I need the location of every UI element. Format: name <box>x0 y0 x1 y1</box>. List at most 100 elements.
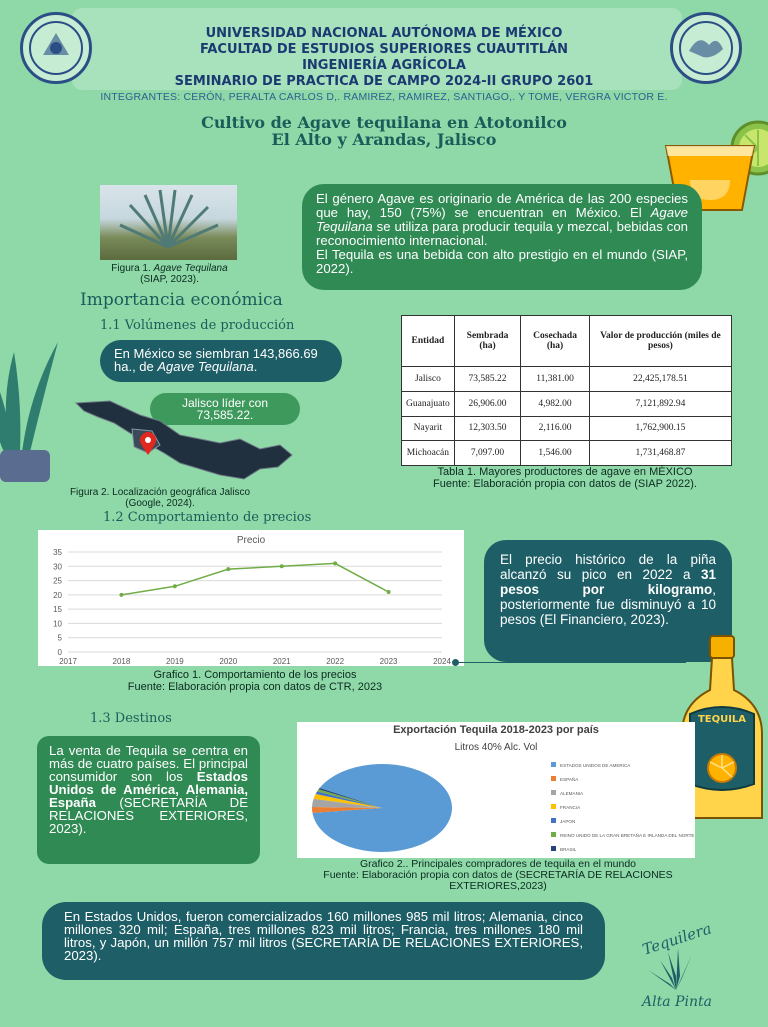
subsection-precios: 1.2 Comportamiento de precios <box>103 510 312 525</box>
x-tick-label: 2017 <box>59 657 77 666</box>
y-tick-label: 25 <box>53 577 62 586</box>
location-pin-icon <box>138 432 158 456</box>
table-cell: 7,097.00 <box>453 440 522 466</box>
price-chart-plot: 0 5 10 15 20 25 30 35 2017 2018 2019 2020 2021 2022 20… <box>53 548 451 666</box>
pie-slice <box>315 791 382 808</box>
x-tick-label: 2022 <box>326 657 344 666</box>
figure1-caption: Figura 1. Agave Tequilana (SIAP, 2023). <box>111 263 228 285</box>
x-tick-label: 2023 <box>380 657 398 666</box>
legend-label: JAPON <box>560 819 575 824</box>
production-table: Entidad Sembrada (ha) Cosechada (ha) Val… <box>401 315 733 466</box>
table-cell: Michoacán <box>401 440 455 466</box>
header-program: INGENIERÍA AGRÍCOLA <box>302 58 466 73</box>
y-tick-label: 35 <box>53 548 62 557</box>
price-series-line <box>121 562 389 596</box>
poster-title-line2: El Alto y Arandas, Jalisco <box>271 130 497 149</box>
legend-swatch <box>551 790 556 795</box>
x-tick-label: 2019 <box>166 657 184 666</box>
table-header: Entidad <box>401 315 455 367</box>
table-header: Valor de producción (miles de pesos) <box>588 315 733 367</box>
x-tick-label: 2024 <box>433 657 451 666</box>
bubble-price-peak: El precio histórico de la piña alcanzó s… <box>484 540 732 662</box>
y-tick-label: 0 <box>58 648 63 657</box>
subsection-destinos: 1.3 Destinos <box>90 711 172 726</box>
poster-title-line1: Cultivo de Agave tequilana en Atotonilco <box>201 113 567 132</box>
table-cell: 12,303.50 <box>453 415 522 442</box>
y-tick-label: 10 <box>53 619 62 628</box>
header-seminar: SEMINARIO DE PRACTICA DE CAMPO 2024-II G… <box>174 74 594 89</box>
fes-cuautitlan-seal-icon <box>670 12 742 84</box>
table-cell: 26,906.00 <box>453 390 522 417</box>
pie-slice <box>312 806 382 813</box>
legend-swatch <box>551 776 556 781</box>
pie-slice <box>312 798 382 808</box>
section-heading-importancia: Importancia económica <box>80 290 283 310</box>
table-cell: 4,982.00 <box>520 390 590 417</box>
legend-label: FRANCIA <box>560 805 581 810</box>
legend-swatch <box>551 818 556 823</box>
x-tick-label: 2018 <box>113 657 131 666</box>
bubble-export-volumes: En Estados Unidos, fueron comercializado… <box>42 902 605 980</box>
price-point <box>119 592 124 597</box>
price-point <box>386 590 391 594</box>
table-cell: Guanajuato <box>401 390 455 417</box>
price-point <box>333 561 338 566</box>
team-members: INTEGRANTES: CERÓN, PERALTA CARLOS D,. R… <box>100 91 668 103</box>
pie-slice <box>317 789 382 808</box>
legend-swatch <box>551 846 556 851</box>
x-tick-label: 2020 <box>219 657 237 666</box>
legend-swatch <box>551 762 556 767</box>
table-cell: 7,121,892.94 <box>588 390 733 417</box>
table-cell: 1,731,468.87 <box>588 440 733 466</box>
agave-plant-icon <box>0 322 70 482</box>
tequilera-logo: Tequilera Alta Pinta <box>612 919 742 1022</box>
mexico-map <box>70 395 300 483</box>
figure2-caption: Figura 2. Localización geográfica Jalisc… <box>69 487 251 509</box>
subsection-volumenes: 1.1 Volúmenes de producción <box>100 318 295 333</box>
legend-label: ESPAÑA <box>560 776 579 782</box>
header-banner <box>72 8 682 90</box>
chart1-caption: Grafico 1. Comportamiento de los precios… <box>127 669 383 693</box>
pie-slice <box>318 788 382 808</box>
divider-line <box>456 662 686 663</box>
y-tick-label: 15 <box>53 605 62 614</box>
legend-swatch <box>551 832 556 837</box>
table-row: Guanajuato 26,906.00 4,982.00 7,121,892.94 <box>401 390 733 417</box>
pie-title: Exportación Tequila 2018-2023 por país <box>393 724 599 736</box>
table-cell: Nayarit <box>401 415 455 442</box>
table-row: Jalisco 73,585.22 11,381.00 22,425,178.51 <box>401 366 733 392</box>
bottle-label: TEQUILA <box>697 714 747 725</box>
unam-seal-icon <box>20 12 92 84</box>
y-tick-label: 5 <box>58 634 63 643</box>
intro-bubble: El género Agave es originario de América… <box>302 184 702 290</box>
table-header: Sembrada (ha) <box>453 315 522 367</box>
y-tick-label: 30 <box>53 562 62 571</box>
table-cell: 2,116.00 <box>520 415 590 442</box>
price-point <box>172 584 177 589</box>
table-cell: 11,381.00 <box>520 366 590 392</box>
table-row: Michoacán 7,097.00 1,546.00 1,731,468.87 <box>401 440 733 466</box>
table-cell: 1,546.00 <box>520 440 590 466</box>
pie-slice <box>313 793 382 808</box>
tequila-bottle-icon: TEQUILA <box>676 634 768 824</box>
logo-bottom-text: Alta Pinta <box>642 994 712 1010</box>
header-faculty: FACULTAD DE ESTUDIOS SUPERIORES CUAUTITL… <box>199 42 569 57</box>
table1-caption: Tabla 1. Mayores productores de agave en… <box>433 466 697 490</box>
table-cell: Jalisco <box>401 366 455 392</box>
price-point <box>279 564 284 569</box>
chart2-caption: Grafico 2.. Principales compradores de t… <box>323 858 673 892</box>
price-point <box>226 567 231 572</box>
table-row: Nayarit 12,303.50 2,116.00 1,762,900.15 <box>401 415 733 442</box>
pie-subtitle: Litros 40% Alc. Vol <box>454 742 538 753</box>
bubble-destinos: La venta de Tequila se centra en más de … <box>37 736 260 864</box>
legend-label: ALEMANIA <box>560 791 584 796</box>
legend-swatch <box>551 804 556 809</box>
divider-dot <box>452 659 459 666</box>
price-line-chart: Precio 0 5 10 15 20 25 30 35 2017 2018 2019 2020 202… <box>38 530 464 666</box>
bubble-mexico-hectares: En México se siembran 143,866.69 ha., de… <box>100 340 342 382</box>
bubble-jalisco-leader: Jalisco líder con 73,585.22. <box>150 393 300 425</box>
chart-title: Precio <box>236 535 266 546</box>
table-cell: 73,585.22 <box>453 366 522 392</box>
y-tick-label: 20 <box>53 591 62 600</box>
export-pie-chart: Exportación Tequila 2018-2023 por país L… <box>297 722 695 858</box>
